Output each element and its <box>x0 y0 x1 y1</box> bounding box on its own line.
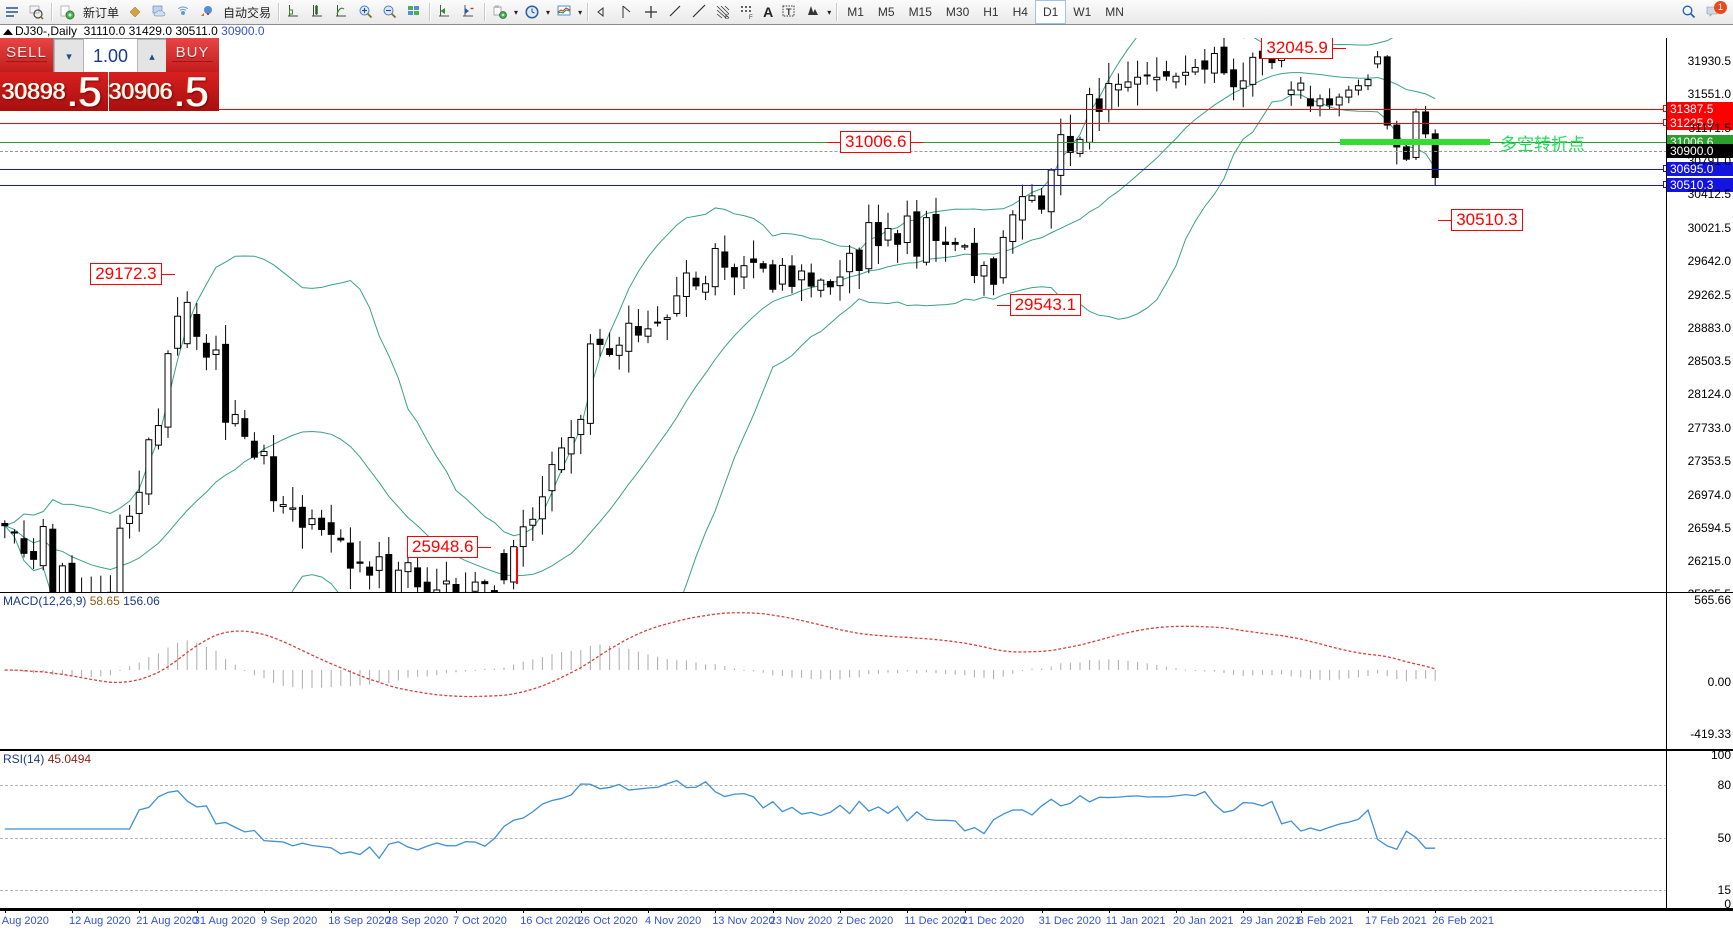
svg-text:F: F <box>749 15 753 20</box>
svg-text:T: T <box>786 7 792 17</box>
svg-text:E: E <box>725 15 729 20</box>
